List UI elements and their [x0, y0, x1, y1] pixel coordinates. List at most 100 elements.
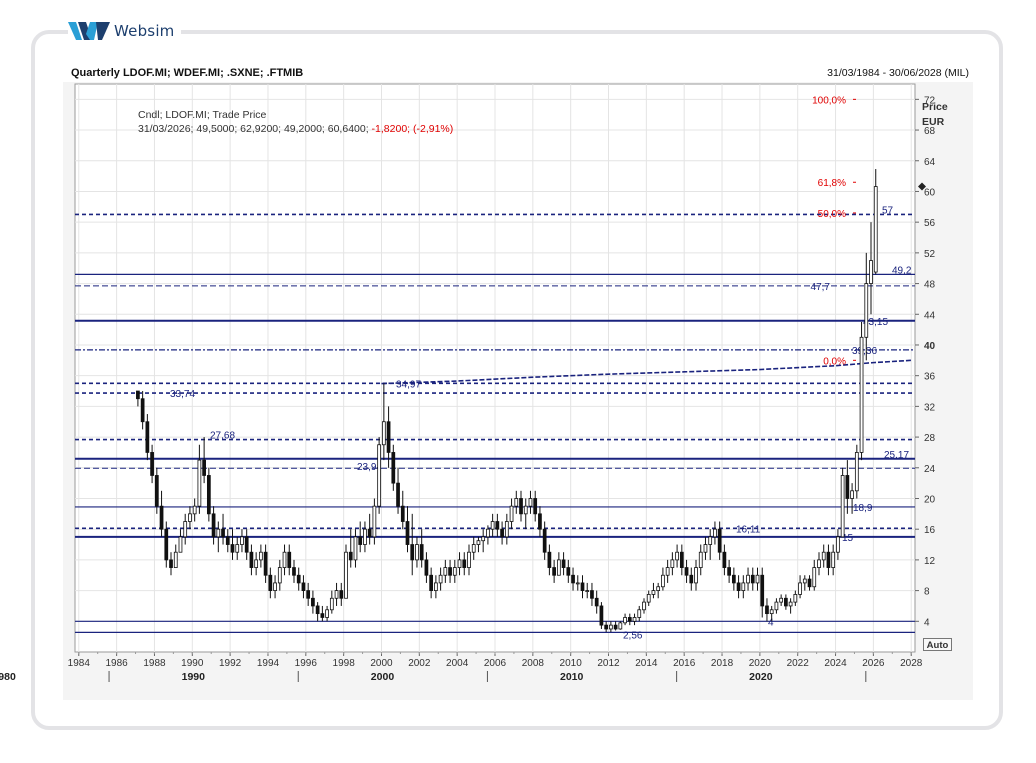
candle-body — [334, 590, 339, 599]
candle-body — [230, 544, 235, 553]
last-price-marker — [918, 182, 926, 191]
candle-body — [509, 505, 514, 522]
x-tick-label: 2020 — [749, 658, 772, 669]
auto-scale-button[interactable]: Auto — [923, 638, 952, 651]
candle-body — [873, 186, 878, 273]
candle-body — [287, 551, 292, 568]
candle-body — [320, 613, 325, 618]
candle-body — [689, 574, 694, 584]
candle-body — [618, 622, 623, 630]
candle-body — [784, 597, 788, 607]
candle-body — [717, 528, 722, 553]
candle-body — [679, 551, 684, 568]
candle-body — [731, 574, 736, 584]
candle-body — [311, 597, 315, 607]
x-tick-label: 2004 — [446, 658, 469, 669]
x-tick-label: 1996 — [295, 658, 318, 669]
y-axis-label: Price — [922, 101, 948, 113]
y-tick-label: 36 — [924, 372, 936, 383]
level-label: 23,94 — [357, 462, 382, 473]
candle-body — [694, 567, 698, 584]
candle-body — [136, 390, 140, 400]
candle-body — [202, 459, 206, 476]
candle-body — [192, 505, 197, 515]
candle-body — [575, 582, 580, 585]
candle-body — [684, 567, 689, 576]
level-label: 25,17 — [884, 450, 909, 461]
websim-logo[interactable]: Websim — [68, 18, 181, 44]
x-tick-label: 2006 — [484, 658, 507, 669]
x-tick-label: 2000 — [370, 658, 393, 669]
x-tick-label: 2012 — [597, 658, 620, 669]
candle-body — [306, 590, 311, 599]
candle-body — [812, 567, 817, 588]
candle-body — [486, 528, 490, 538]
y-tick-label: 56 — [924, 218, 936, 229]
candle-body — [325, 609, 329, 618]
decade-label: 1990 — [182, 671, 206, 683]
candle-body — [599, 605, 604, 626]
candle-body — [386, 421, 391, 453]
x-tick-label: 2022 — [787, 658, 810, 669]
candle-body — [504, 521, 509, 538]
candle-body — [282, 551, 287, 568]
candle-body — [623, 617, 627, 624]
candle-body — [750, 574, 755, 584]
candle-body — [268, 574, 273, 591]
candle-body — [467, 551, 471, 568]
x-tick-label: 2014 — [635, 658, 658, 669]
candle-body — [552, 567, 556, 576]
candle-body — [646, 594, 651, 603]
level-label: 18,9 — [853, 503, 873, 514]
candle-body — [396, 482, 400, 507]
candle-body — [651, 590, 656, 595]
candle-body — [864, 283, 869, 338]
brand-name: Websim — [114, 22, 175, 40]
last-ohlc: 31/03/2026; 49,5000; 62,9200; 49,2000; 6… — [138, 123, 453, 135]
candle-body — [807, 578, 812, 588]
level-label: 47,7 — [811, 282, 831, 293]
candle-body — [571, 574, 575, 584]
candle-body — [211, 513, 216, 538]
candle-body — [854, 452, 859, 492]
candle-body — [457, 559, 462, 568]
candle-body — [547, 551, 552, 568]
candle-body — [713, 528, 717, 538]
candle-body — [627, 617, 632, 622]
candle-body — [760, 574, 765, 607]
candle-body — [765, 605, 769, 615]
level-label: 15 — [842, 533, 854, 544]
candle-body — [315, 605, 320, 615]
candle-body — [642, 601, 646, 611]
candle-body — [367, 528, 372, 538]
candle-body — [277, 567, 282, 584]
candle-body — [249, 551, 254, 568]
candle-body — [363, 528, 367, 545]
candle-body — [656, 586, 661, 591]
candle-body — [221, 528, 225, 538]
candle-body — [528, 498, 533, 507]
candle-body — [736, 582, 741, 591]
decade-label: 2010 — [560, 671, 584, 683]
y-tick-label: 24 — [924, 464, 936, 475]
x-tick-label: 2018 — [711, 658, 734, 669]
candle-body — [741, 582, 746, 591]
y-tick-label: 8 — [924, 587, 930, 598]
candle-body — [235, 544, 240, 553]
candle-body — [216, 528, 221, 538]
y-tick-label: 68 — [924, 126, 936, 137]
fibonacci-label: 50,0% — [818, 209, 846, 220]
candle-body — [329, 597, 334, 611]
candle-body — [471, 544, 476, 553]
candle-body — [188, 513, 192, 522]
candle-body — [637, 609, 642, 618]
candle-body — [263, 551, 268, 576]
candle-body — [590, 590, 594, 599]
level-label: 33,74 — [170, 389, 195, 400]
candle-body — [353, 536, 358, 561]
candle-body — [632, 617, 637, 622]
candle-body — [462, 559, 467, 568]
candle-body — [779, 597, 784, 603]
candle-body — [703, 544, 708, 553]
